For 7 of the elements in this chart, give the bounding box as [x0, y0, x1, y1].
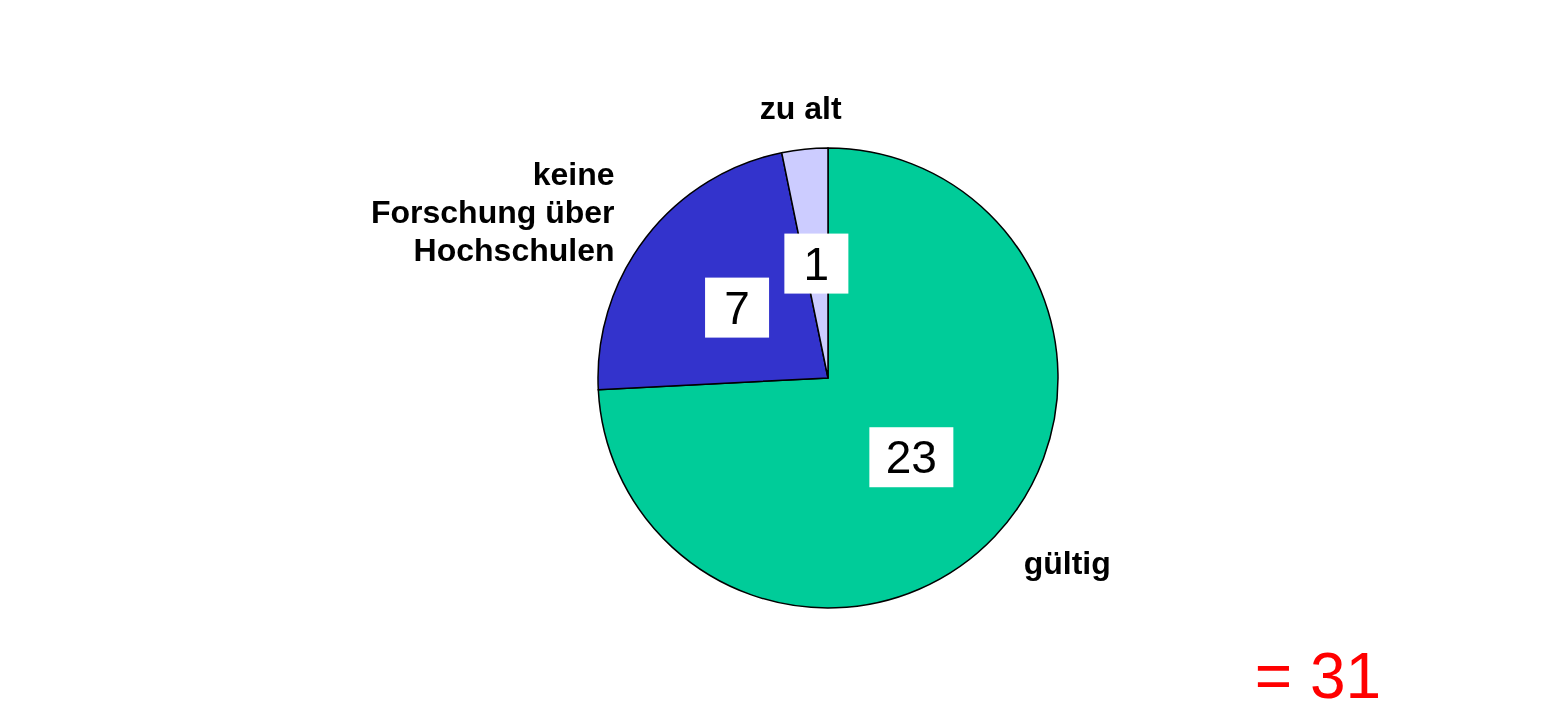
data-label: 1: [803, 237, 830, 290]
slice-label: keine Forschung über Hochschulen: [370, 155, 615, 268]
data-label: 23: [885, 431, 937, 484]
slice-label: zu alt: [759, 90, 842, 127]
data-label: 7: [724, 281, 750, 334]
slice-label: gültig: [1023, 545, 1111, 582]
text: = 31: [1254, 640, 1382, 712]
